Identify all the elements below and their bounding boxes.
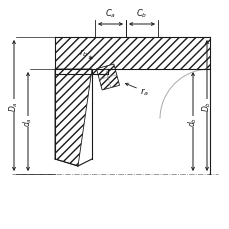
Text: $D_a$: $D_a$ <box>8 101 20 112</box>
Polygon shape <box>55 70 92 166</box>
Text: $C_a$: $C_a$ <box>104 8 115 20</box>
Polygon shape <box>96 65 119 90</box>
Text: $D_b$: $D_b$ <box>200 101 212 112</box>
Polygon shape <box>55 38 209 75</box>
Text: $r_b$: $r_b$ <box>79 47 88 58</box>
Polygon shape <box>55 70 108 75</box>
Text: $d_b$: $d_b$ <box>186 117 198 127</box>
Text: $r_a$: $r_a$ <box>139 86 149 97</box>
Text: $d_a$: $d_a$ <box>22 117 34 127</box>
Text: $C_b$: $C_b$ <box>136 8 147 20</box>
